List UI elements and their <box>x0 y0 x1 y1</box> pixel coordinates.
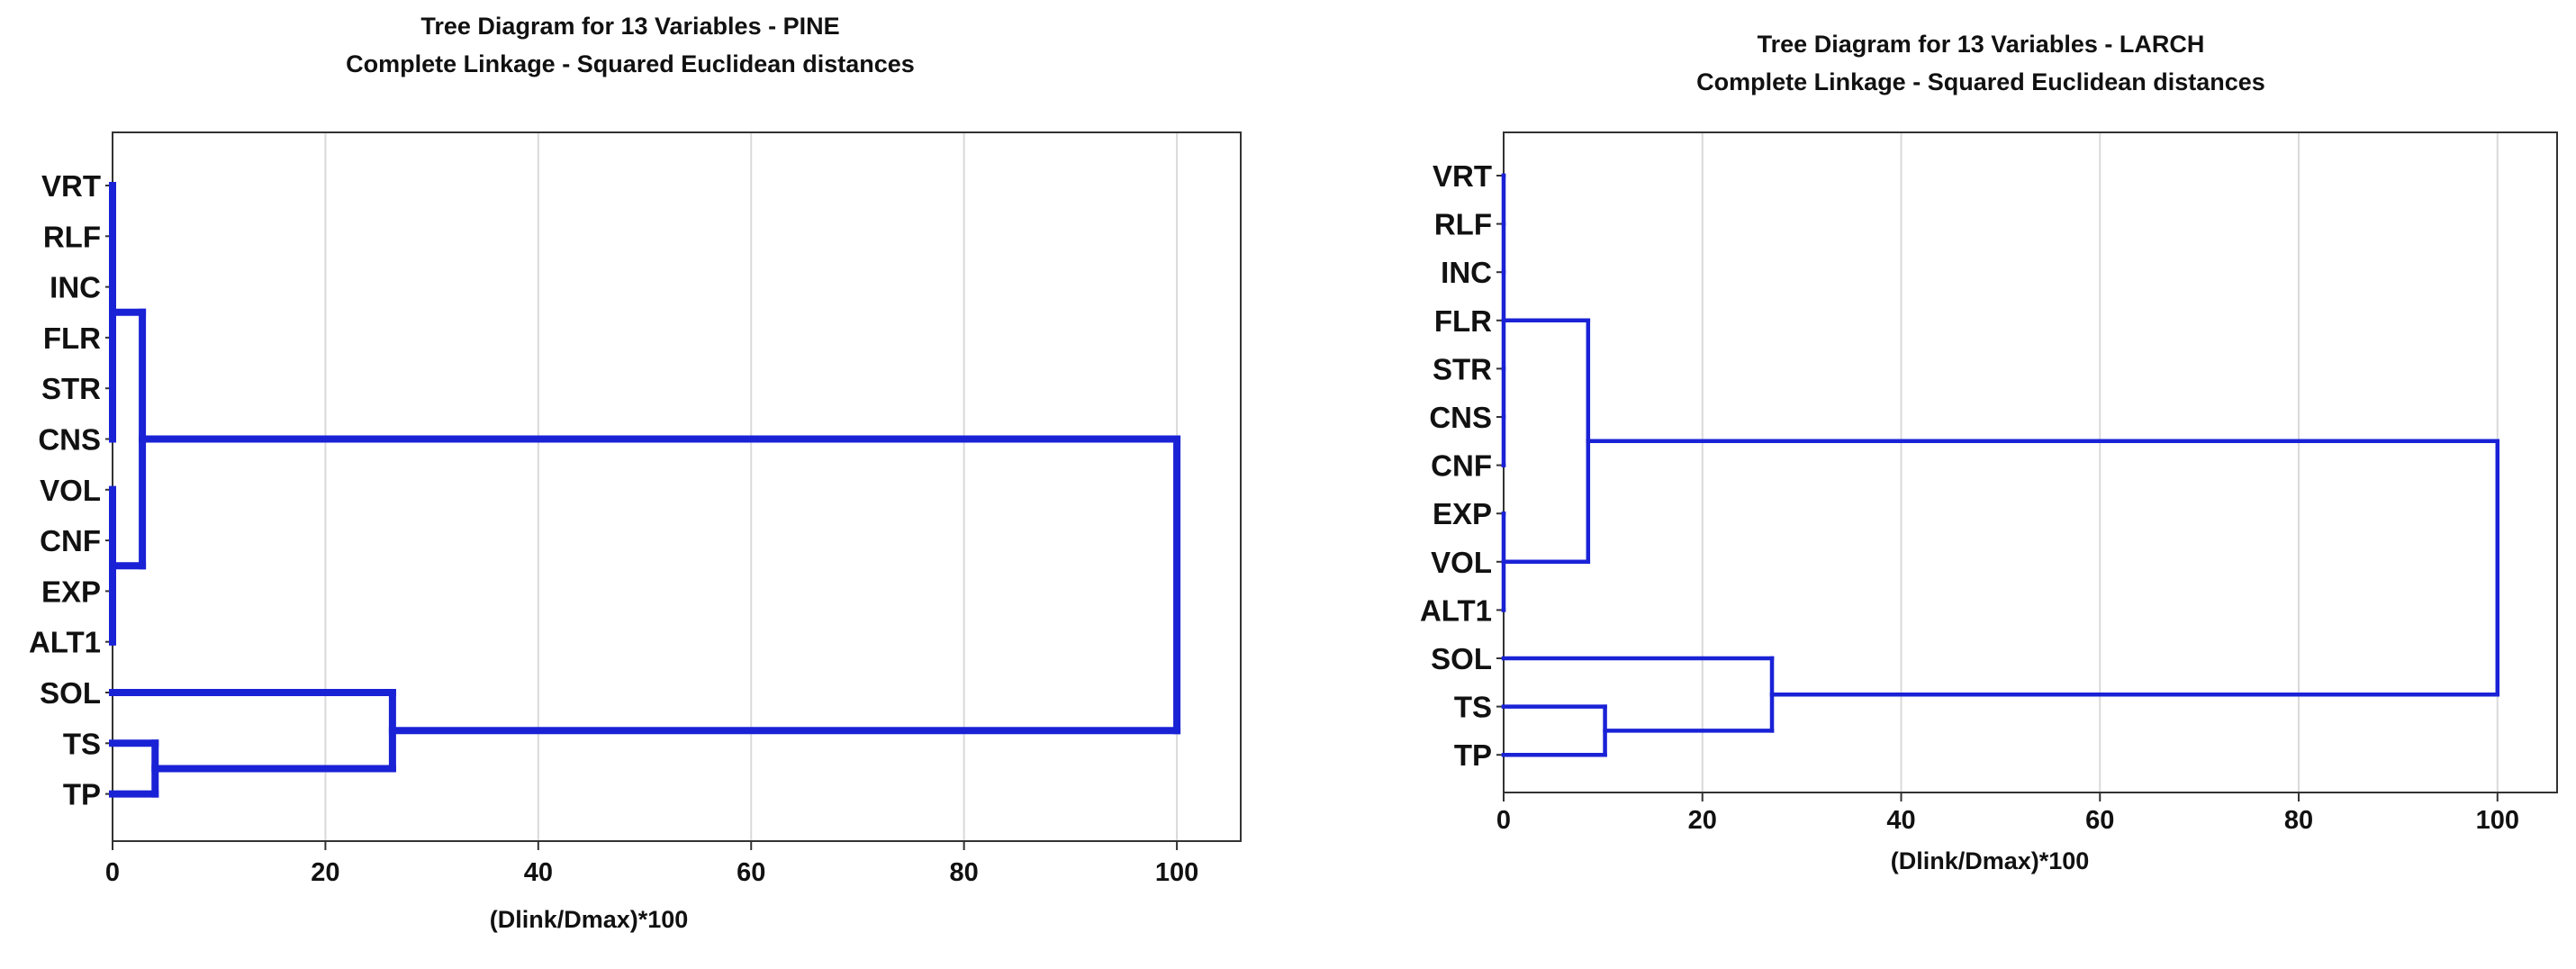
pine-x-tick-label: 60 <box>737 858 765 887</box>
pine-x-tick-label: 20 <box>311 858 339 887</box>
pine-leaf-label: EXP <box>41 575 101 608</box>
larch-leaf-label: TS <box>1454 691 1492 724</box>
larch-x-tick-label: 20 <box>1688 806 1717 835</box>
larch-x-tick-label: 80 <box>2284 806 2313 835</box>
pine-leaf-label: CNS <box>38 423 101 457</box>
larch-dendrogram-panel: Tree Diagram for 13 Variables - LARCH Co… <box>1391 0 2576 901</box>
pine-leaf-label: TP <box>63 778 101 811</box>
larch-x-tick-label: 100 <box>2476 806 2519 835</box>
pine-plot-frame <box>112 131 1242 842</box>
pine-leaf-label: INC <box>50 271 101 304</box>
pine-leaf-label: STR <box>41 372 101 405</box>
pine-leaf-label: RLF <box>43 220 101 253</box>
larch-leaf-label: VRT <box>1433 159 1492 193</box>
pine-dendrogram-chart: Tree Diagram for 13 Variables - PINE Com… <box>29 13 1242 933</box>
pine-x-tick-label: 100 <box>1155 858 1198 887</box>
larch-leaf-label: INC <box>1441 256 1492 289</box>
pine-x-tick-label: 80 <box>950 858 979 887</box>
pine-leaf-label: SOL <box>40 676 101 710</box>
pine-leaf-label: FLR <box>43 321 101 355</box>
pine-x-tick-label: 40 <box>524 858 553 887</box>
larch-leaf-label: FLR <box>1434 304 1492 338</box>
pine-chart-title: Tree Diagram for 13 Variables - PINE <box>420 13 839 40</box>
pine-chart-subtitle: Complete Linkage - Squared Euclidean dis… <box>346 50 915 77</box>
larch-chart-subtitle: Complete Linkage - Squared Euclidean dis… <box>1696 68 2265 95</box>
larch-leaf-label: RLF <box>1434 208 1492 241</box>
pine-x-axis-title: (Dlink/Dmax)*100 <box>490 906 689 933</box>
larch-dendrogram-chart: Tree Diagram for 13 Variables - LARCH Co… <box>1420 31 2558 874</box>
larch-leaf-label: SOL <box>1431 642 1492 675</box>
larch-x-tick-label: 0 <box>1496 806 1511 835</box>
larch-chart-title: Tree Diagram for 13 Variables - LARCH <box>1758 31 2205 58</box>
larch-leaf-label: VOL <box>1431 546 1492 579</box>
pine-leaf-label: CNF <box>40 524 101 557</box>
pine-dendrogram-panel: Tree Diagram for 13 Variables - PINE Com… <box>0 0 1261 964</box>
pine-leaf-label: ALT1 <box>29 626 101 659</box>
larch-leaf-label: CNS <box>1429 401 1492 434</box>
larch-leaf-label: EXP <box>1433 497 1492 530</box>
larch-x-axis-title: (Dlink/Dmax)*100 <box>1891 847 2090 874</box>
pine-leaf-label: TS <box>63 727 101 760</box>
pine-leaf-label: VOL <box>40 474 101 507</box>
pine-leaf-label: VRT <box>41 169 101 203</box>
pine-x-tick-label: 0 <box>105 858 120 887</box>
larch-leaf-label: STR <box>1433 352 1492 385</box>
larch-x-tick-label: 40 <box>1886 806 1915 835</box>
larch-x-tick-label: 60 <box>2085 806 2114 835</box>
larch-leaf-label: CNF <box>1431 449 1492 483</box>
larch-leaf-label: ALT1 <box>1420 593 1492 627</box>
larch-leaf-label: TP <box>1454 738 1492 772</box>
